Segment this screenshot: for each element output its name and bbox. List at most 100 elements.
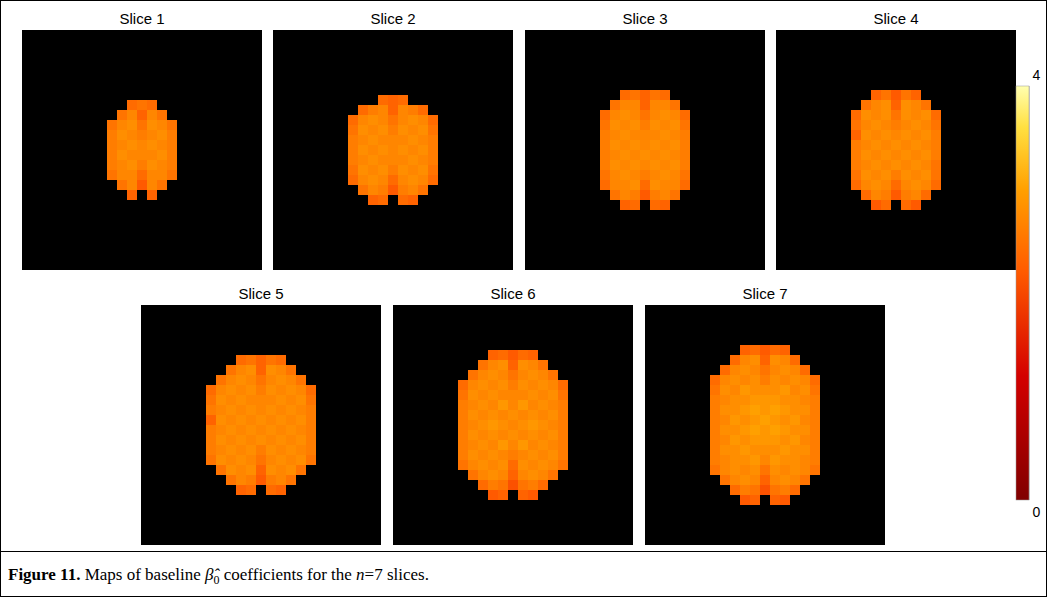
cell	[650, 90, 660, 100]
cell	[296, 465, 306, 475]
cell	[770, 395, 780, 405]
cell	[630, 160, 640, 170]
cell	[750, 455, 760, 465]
cell	[498, 390, 508, 400]
cell	[478, 400, 488, 410]
cell	[881, 90, 891, 100]
cell	[670, 190, 680, 200]
cell	[368, 105, 378, 115]
cell	[508, 390, 518, 400]
cell	[548, 470, 558, 480]
cell	[498, 410, 508, 420]
cell	[137, 170, 147, 180]
cell	[548, 370, 558, 380]
cell	[518, 390, 528, 400]
cell	[398, 185, 408, 195]
cell	[256, 375, 266, 385]
cell	[891, 100, 901, 110]
cell	[266, 385, 276, 395]
cell	[558, 380, 568, 390]
cell	[630, 100, 640, 110]
cell	[408, 155, 418, 165]
cell	[256, 435, 266, 445]
cell	[620, 100, 630, 110]
cell	[780, 495, 790, 505]
cell	[780, 395, 790, 405]
cell	[137, 110, 147, 120]
cell	[911, 90, 921, 100]
cell	[498, 480, 508, 490]
cell	[147, 140, 157, 150]
cell	[296, 435, 306, 445]
cell	[418, 145, 428, 155]
cell	[760, 465, 770, 475]
cell	[730, 375, 740, 385]
cells	[851, 90, 941, 210]
cell	[810, 465, 820, 475]
cell	[468, 370, 478, 380]
cell	[246, 415, 256, 425]
cell	[780, 425, 790, 435]
cell	[488, 420, 498, 430]
cell	[117, 140, 127, 150]
cell	[167, 130, 177, 140]
cell	[911, 190, 921, 200]
cell	[770, 345, 780, 355]
cell	[558, 400, 568, 410]
cell	[640, 110, 650, 120]
cell	[428, 165, 438, 175]
cell	[388, 175, 398, 185]
cell	[256, 365, 266, 375]
cell	[630, 110, 640, 120]
cell	[650, 150, 660, 160]
cell	[630, 180, 640, 190]
cell	[640, 150, 650, 160]
cell	[498, 460, 508, 470]
cell	[286, 465, 296, 475]
cell	[528, 430, 538, 440]
cell	[246, 405, 256, 415]
cell	[478, 470, 488, 480]
cell	[891, 90, 901, 100]
cell	[286, 405, 296, 415]
cell	[538, 400, 548, 410]
cell	[548, 380, 558, 390]
cell	[640, 170, 650, 180]
cell	[418, 185, 428, 195]
cell	[610, 120, 620, 130]
cell	[256, 385, 266, 395]
cell	[306, 415, 316, 425]
cell	[790, 385, 800, 395]
cell	[610, 100, 620, 110]
cell	[780, 355, 790, 365]
caption: Figure 11. Maps of baseline β̂0 coeffici…	[8, 565, 429, 587]
colorbar	[1016, 86, 1029, 500]
cell	[620, 130, 630, 140]
cell	[780, 375, 790, 385]
cell	[710, 395, 720, 405]
cell	[610, 140, 620, 150]
cell	[881, 110, 891, 120]
cell	[508, 350, 518, 360]
cell	[388, 125, 398, 135]
cells	[107, 100, 177, 200]
cell	[800, 405, 810, 415]
cell	[750, 405, 760, 415]
colorbar-axis	[1029, 86, 1030, 500]
cell	[216, 445, 226, 455]
cell	[206, 455, 216, 465]
cell	[610, 130, 620, 140]
cell	[730, 435, 740, 445]
cell	[368, 135, 378, 145]
cell	[216, 395, 226, 405]
cell	[368, 175, 378, 185]
cell	[216, 375, 226, 385]
cell	[246, 485, 256, 495]
cell	[226, 415, 236, 425]
cell	[660, 100, 670, 110]
cell	[478, 460, 488, 470]
cell	[650, 100, 660, 110]
cell	[680, 170, 690, 180]
panel-title: Slice 7	[742, 285, 787, 302]
cell	[558, 390, 568, 400]
